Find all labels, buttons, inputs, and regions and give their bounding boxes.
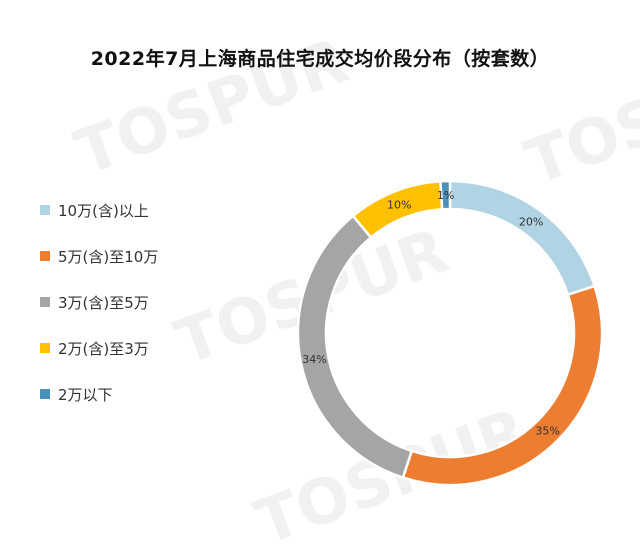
legend-swatch bbox=[40, 251, 50, 261]
donut-slice bbox=[448, 179, 597, 297]
legend-item: 2万以下 bbox=[40, 384, 113, 404]
slice-value-label: 10% bbox=[387, 199, 411, 212]
slice-value-label: 35% bbox=[535, 425, 559, 438]
donut-slice bbox=[439, 179, 452, 211]
legend-label: 2万以下 bbox=[58, 385, 113, 404]
legend-label: 2万(含)至3万 bbox=[58, 339, 149, 358]
donut-slice bbox=[401, 284, 604, 487]
legend-swatch bbox=[40, 205, 50, 215]
slice-value-label: 1% bbox=[437, 189, 454, 202]
legend-label: 10万(含)以上 bbox=[58, 201, 149, 220]
donut-slice bbox=[296, 214, 414, 480]
slice-value-label: 20% bbox=[519, 215, 543, 228]
chart-title: 2022年7月上海商品住宅成交均价段分布（按套数） bbox=[90, 48, 550, 70]
legend-item: 3万(含)至5万 bbox=[40, 292, 149, 312]
legend-item: 2万(含)至3万 bbox=[40, 338, 149, 358]
legend-item: 10万(含)以上 bbox=[40, 200, 149, 220]
legend-label: 5万(含)至10万 bbox=[58, 247, 159, 266]
legend-swatch bbox=[40, 389, 50, 399]
legend-swatch bbox=[40, 343, 50, 353]
slice-value-label: 34% bbox=[302, 353, 326, 366]
legend-swatch bbox=[40, 297, 50, 307]
legend-item: 5万(含)至10万 bbox=[40, 246, 158, 266]
legend-label: 3万(含)至5万 bbox=[58, 293, 149, 312]
